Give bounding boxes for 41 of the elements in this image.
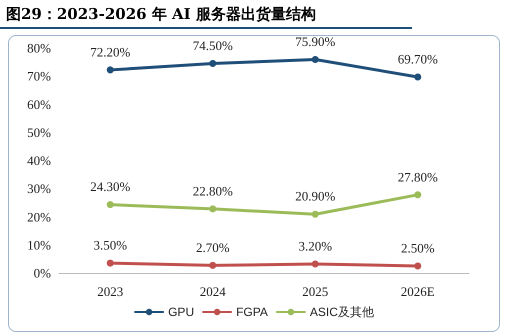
legend-label: GPU <box>168 305 194 319</box>
y-tick-label: 60% <box>27 96 52 112</box>
point <box>414 73 422 80</box>
y-tick-label: 30% <box>27 181 52 196</box>
data-label: 75.90% <box>295 34 336 50</box>
x-tick-label: 2026E <box>400 284 435 299</box>
point <box>414 191 422 198</box>
y-tick-label: 50% <box>27 124 52 140</box>
y-tick-label: 40% <box>27 153 52 168</box>
point <box>106 66 114 74</box>
data-label: 3.20% <box>298 238 332 254</box>
point <box>106 201 114 208</box>
x-tick-label: 2023 <box>97 284 124 299</box>
point <box>209 262 216 269</box>
point <box>106 260 114 267</box>
data-label: 2.70% <box>196 240 230 255</box>
y-tick-label: 0% <box>34 266 52 280</box>
data-label: 22.80% <box>192 183 233 198</box>
point <box>209 205 216 212</box>
legend-label: FGPA <box>236 305 268 319</box>
point <box>312 56 319 64</box>
y-tick-label: 80% <box>27 40 52 56</box>
x-tick-label: 2025 <box>302 284 328 299</box>
point <box>312 210 319 218</box>
data-label: 24.30% <box>90 179 130 194</box>
data-label: 74.50% <box>192 38 233 53</box>
data-label: 2.50% <box>400 240 435 256</box>
y-tick-label: 20% <box>27 209 52 224</box>
data-label: 27.80% <box>398 169 438 184</box>
x-tick-label: 2024 <box>200 284 226 299</box>
y-tick-label: 70% <box>27 68 52 84</box>
point <box>414 262 422 270</box>
data-label: 3.50% <box>93 238 128 253</box>
point <box>312 260 319 268</box>
data-label: 20.90% <box>295 188 336 204</box>
data-label: 69.70% <box>398 51 438 66</box>
chart-title: 图29：2023-2026 年 AI 服务器出货量结构 <box>0 0 412 29</box>
data-label: 72.20% <box>90 44 130 60</box>
y-tick-label: 10% <box>27 237 52 252</box>
point <box>209 60 216 67</box>
legend-label: ASIC及其他 <box>310 305 374 319</box>
